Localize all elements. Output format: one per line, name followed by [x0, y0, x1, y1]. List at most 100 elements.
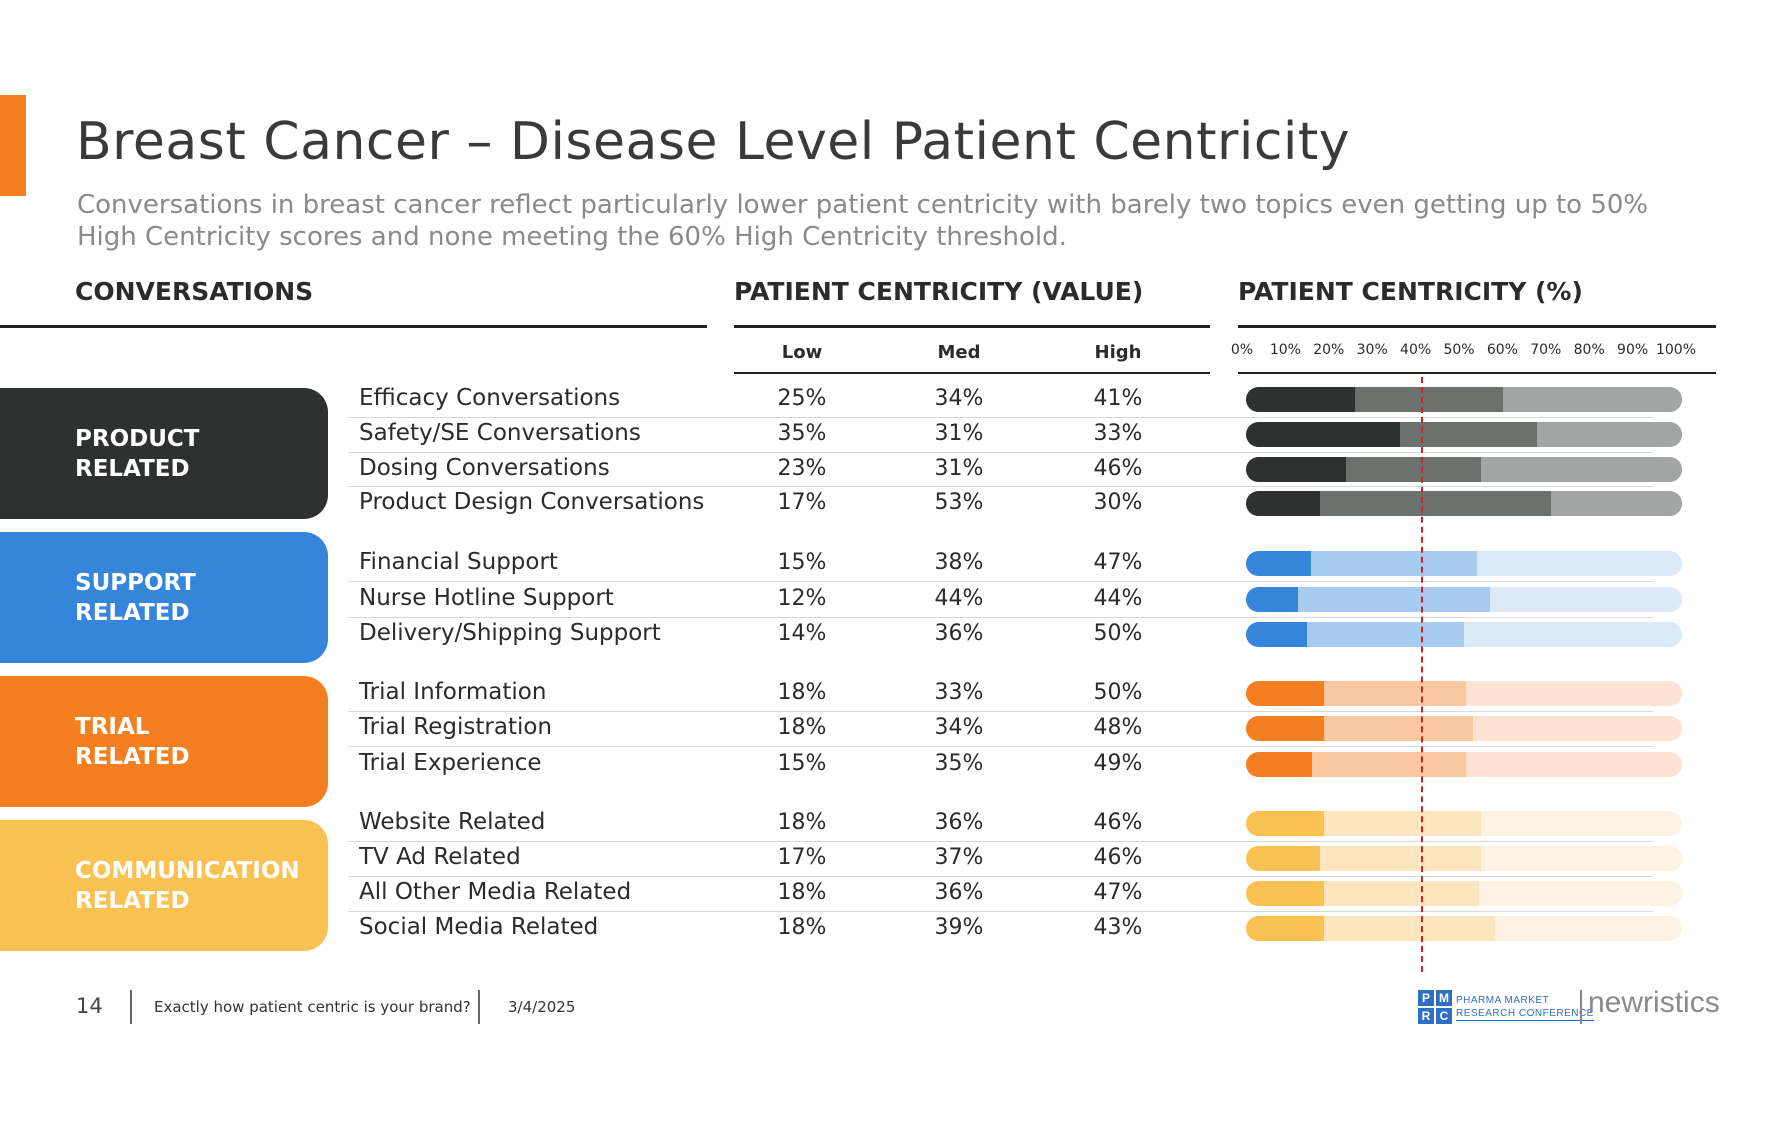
bar-segment-high [1481, 457, 1682, 482]
axis-tick-label: 50% [1443, 342, 1475, 358]
page-subtitle: Conversations in breast cancer reflect p… [77, 190, 1649, 252]
value-med: 37% [934, 845, 984, 870]
value-med: 44% [934, 586, 984, 611]
value-med: 53% [934, 490, 984, 515]
category-label-line1: SUPPORT [75, 569, 196, 596]
value-low: 15% [777, 751, 827, 776]
pmrc-logo-line2: RESEARCH CONFERENCE [1456, 1007, 1594, 1019]
pmrc-logo: P M R C PHARMA MARKET RESEARCH CONFERENC… [1418, 990, 1594, 1024]
page-title: Breast Cancer – Disease Level Patient Ce… [76, 112, 1351, 172]
bar-segment-high [1481, 811, 1682, 836]
value-header-rule [734, 325, 1210, 328]
value-med: 33% [934, 680, 984, 705]
bar-segment-high [1466, 681, 1682, 706]
value-low: 17% [777, 490, 827, 515]
category-label-line2: RELATED [75, 599, 190, 626]
bar-segment-high [1463, 622, 1682, 647]
value-low: 18% [777, 915, 827, 940]
row-separator [348, 581, 1653, 582]
conversation-label: All Other Media Related [359, 879, 632, 905]
bar-segment-low [1246, 491, 1321, 516]
row-separator [348, 911, 1653, 912]
value-high: 30% [1093, 490, 1143, 515]
axis-tick-label: 80% [1573, 342, 1605, 358]
stacked-bar [1246, 457, 1682, 482]
bar-segment-med [1324, 716, 1473, 741]
value-high: 50% [1093, 680, 1143, 705]
value-high: 49% [1093, 751, 1143, 776]
bar-segment-low [1246, 881, 1324, 906]
bar-segment-high [1466, 752, 1682, 777]
stacked-bar [1246, 422, 1682, 447]
value-high: 46% [1093, 810, 1143, 835]
stacked-bar [1246, 846, 1682, 871]
value-med: 36% [934, 810, 984, 835]
conversation-label: Trial Experience [359, 750, 542, 776]
stacked-bar [1246, 387, 1682, 412]
value-low: 25% [777, 386, 827, 411]
bar-segment-low [1246, 551, 1312, 576]
bar-segment-med [1324, 916, 1495, 941]
bar-segment-low [1246, 846, 1321, 871]
bar-segment-med [1355, 387, 1504, 412]
bar-segment-high [1477, 551, 1682, 576]
stacked-bar [1246, 716, 1682, 741]
value-low: 17% [777, 845, 827, 870]
bar-segment-med [1307, 622, 1464, 647]
category-label-line2: RELATED [75, 455, 190, 482]
newristics-logo: newristics [1588, 986, 1720, 1019]
pmrc-logo-letter: R [1418, 1008, 1434, 1024]
value-high: 33% [1093, 421, 1143, 446]
conversation-label: Trial Registration [359, 714, 553, 740]
value-high: 50% [1093, 621, 1143, 646]
bar-segment-med [1324, 811, 1482, 836]
category-box-trial: TRIAL RELATED [0, 676, 328, 807]
page-number: 14 [76, 994, 103, 1018]
value-header: PATIENT CENTRICITY (VALUE) [734, 277, 1144, 306]
stacked-bar [1246, 681, 1682, 706]
conversations-header: CONVERSATIONS [75, 277, 314, 306]
conversation-label: Financial Support [359, 549, 558, 575]
stacked-bar [1246, 811, 1682, 836]
bar-segment-low [1246, 752, 1313, 777]
value-low: 35% [777, 421, 827, 446]
value-med: 34% [934, 386, 984, 411]
value-med: 35% [934, 751, 984, 776]
bar-segment-low [1246, 811, 1325, 836]
row-separator [348, 617, 1653, 618]
stacked-bar [1246, 916, 1682, 941]
axis-tick-label: 0% [1230, 342, 1254, 358]
pmrc-logo-letter: C [1436, 1008, 1452, 1024]
conversation-label: Nurse Hotline Support [359, 585, 614, 611]
value-high: 43% [1093, 915, 1143, 940]
bar-segment-high [1490, 587, 1682, 612]
bar-segment-low [1246, 457, 1347, 482]
bar-segment-low [1246, 422, 1401, 447]
bar-segment-high [1551, 491, 1682, 516]
level-header-high: High [1094, 342, 1142, 363]
category-box-communication: COMMUNICATION RELATED [0, 820, 328, 951]
bar-segment-low [1246, 622, 1308, 647]
value-low: 18% [777, 810, 827, 835]
value-low: 18% [777, 680, 827, 705]
axis-tick-label: 20% [1313, 342, 1345, 358]
bar-segment-med [1320, 846, 1482, 871]
category-label-line2: RELATED [75, 743, 190, 770]
axis-tick-label: 30% [1356, 342, 1388, 358]
value-low: 18% [777, 880, 827, 905]
axis-tick-label: 70% [1530, 342, 1562, 358]
row-separator [348, 711, 1653, 712]
value-high: 47% [1093, 550, 1143, 575]
row-separator [348, 486, 1653, 487]
axis-tick-label: 60% [1486, 342, 1518, 358]
stacked-bar [1246, 752, 1682, 777]
value-med: 34% [934, 715, 984, 740]
bar-segment-high [1494, 916, 1682, 941]
bar-segment-med [1323, 881, 1480, 906]
stacked-bar [1246, 622, 1682, 647]
conversation-label: TV Ad Related [359, 844, 521, 870]
value-high: 46% [1093, 456, 1143, 481]
ticks-rule [1238, 372, 1716, 374]
footer-date: 3/4/2025 [508, 998, 576, 1016]
bar-segment-low [1246, 716, 1325, 741]
